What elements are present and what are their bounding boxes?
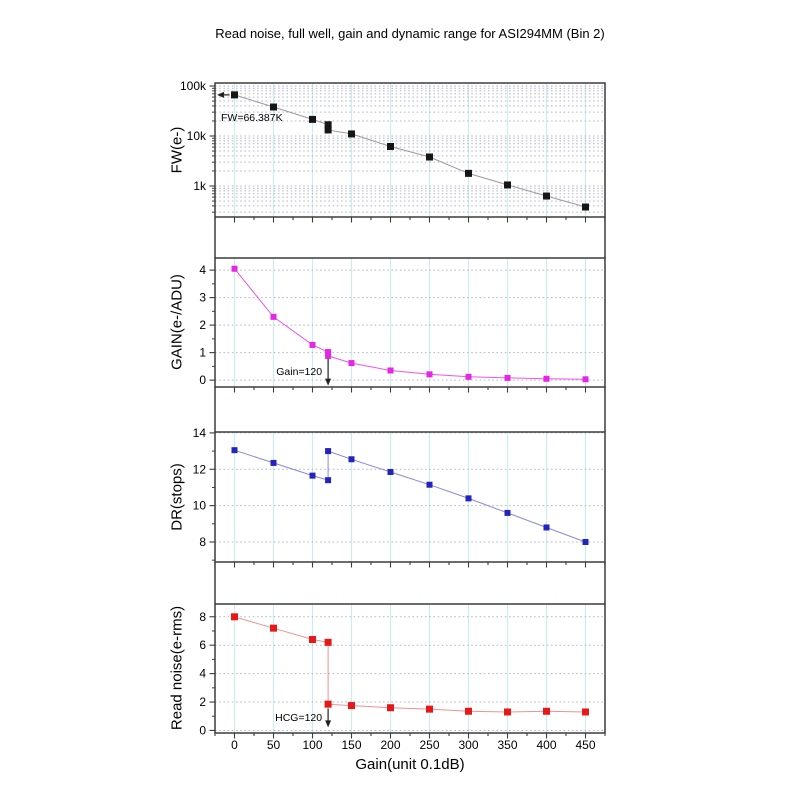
y-tick-label: 2 bbox=[199, 695, 206, 709]
full-well-data-point bbox=[504, 181, 511, 189]
y-tick-label: 1k bbox=[193, 179, 207, 193]
dynamic-range-data-point bbox=[348, 456, 355, 463]
read-noise-data-point bbox=[504, 708, 511, 716]
x-tick-label: 150 bbox=[341, 738, 361, 752]
dynamic-range-data-point bbox=[543, 524, 550, 531]
panel-full-well bbox=[209, 82, 606, 223]
full-well-data-point bbox=[426, 153, 433, 161]
dynamic-range-data-point bbox=[270, 459, 277, 466]
y-tick-label: 12 bbox=[193, 462, 207, 476]
read-noise-series-line bbox=[234, 616, 586, 713]
full-well-data-point bbox=[387, 142, 394, 150]
gain-data-point bbox=[543, 375, 550, 382]
y-tick-label: 0 bbox=[199, 373, 206, 387]
y-tick-label: 0 bbox=[199, 723, 206, 737]
gain-data-point bbox=[309, 341, 316, 348]
gain-data-point bbox=[387, 367, 394, 374]
dynamic-range-data-point bbox=[309, 472, 316, 479]
dr-axis-title: DR(stops) bbox=[168, 463, 186, 531]
read-noise-data-point bbox=[324, 700, 332, 708]
x-tick-label: 200 bbox=[380, 738, 400, 752]
y-tick-label: 4 bbox=[199, 263, 206, 277]
gain-data-point bbox=[231, 265, 238, 272]
x-tick-label: 50 bbox=[267, 738, 281, 752]
gain-data-point bbox=[348, 360, 355, 367]
read-noise-data-point bbox=[465, 707, 472, 715]
y-tick-label: 10 bbox=[193, 499, 207, 513]
annotation-arrowhead bbox=[325, 378, 332, 386]
annotation-text: HCG=120 bbox=[275, 712, 322, 724]
y-tick-label: 100k bbox=[180, 79, 207, 93]
chart-title: Read noise, full well, gain and dynamic … bbox=[215, 26, 605, 41]
y-tick-label: 10k bbox=[187, 129, 207, 143]
full-well-data-point bbox=[309, 115, 316, 123]
dynamic-range-data-point bbox=[231, 447, 238, 454]
read-noise-data-point bbox=[348, 702, 355, 710]
full-well-data-point bbox=[543, 192, 550, 200]
read-noise-data-point bbox=[582, 708, 589, 716]
annotation-arrowhead bbox=[325, 720, 332, 728]
dynamic-range-series-line bbox=[234, 449, 586, 543]
x-axis-title: Gain(unit 0.1dB) bbox=[355, 756, 465, 773]
annotation-arrowhead bbox=[217, 91, 224, 98]
dynamic-range-data-point bbox=[582, 539, 589, 545]
annotation-text: Gain=120 bbox=[276, 366, 322, 378]
dynamic-range-data-point bbox=[465, 495, 472, 502]
x-tick-label: 0 bbox=[231, 738, 238, 752]
gain-data-point bbox=[270, 313, 277, 320]
full-well-data-point bbox=[582, 203, 589, 211]
fw-axis-title: FW(e-) bbox=[168, 126, 186, 174]
x-tick-label: 350 bbox=[497, 738, 517, 752]
panel-gain bbox=[209, 257, 606, 393]
y-tick-label: 4 bbox=[199, 667, 206, 681]
full-well-data-point bbox=[465, 169, 472, 177]
dynamic-range-data-point bbox=[325, 448, 332, 455]
gain-axis-title: GAIN(e-/ADU) bbox=[168, 274, 186, 370]
gain-data-point bbox=[426, 371, 433, 378]
x-tick-label: 400 bbox=[536, 738, 556, 752]
y-tick-label: 2 bbox=[199, 318, 206, 332]
panel-dynamic-range bbox=[209, 431, 606, 568]
annotation-text: FW=66.387K bbox=[221, 112, 283, 124]
read-noise-data-point bbox=[324, 638, 332, 646]
full-well-data-point bbox=[231, 91, 238, 99]
y-tick-label: 8 bbox=[199, 535, 206, 549]
read-noise-data-point bbox=[387, 704, 394, 712]
dynamic-range-data-point bbox=[325, 477, 332, 484]
gain-series-line bbox=[234, 268, 586, 380]
x-tick-label: 300 bbox=[458, 738, 478, 752]
y-tick-label: 3 bbox=[199, 291, 206, 305]
read-noise-data-point bbox=[270, 624, 277, 632]
gain-data-point bbox=[325, 352, 332, 359]
full-well-data-point bbox=[348, 130, 355, 138]
gain-data-point bbox=[465, 373, 472, 380]
read-noise-data-point bbox=[309, 636, 316, 644]
y-tick-label: 8 bbox=[199, 610, 206, 624]
read-noise-data-point bbox=[231, 613, 238, 621]
dynamic-range-data-point bbox=[504, 509, 511, 516]
read-noise-data-point bbox=[543, 707, 550, 715]
dynamic-range-data-point bbox=[387, 469, 394, 475]
x-tick-label: 250 bbox=[419, 738, 439, 752]
gain-data-point bbox=[582, 376, 589, 383]
y-tick-label: 6 bbox=[199, 638, 206, 652]
full-well-data-point bbox=[270, 103, 277, 111]
gain-data-point bbox=[325, 349, 332, 356]
x-tick-label: 450 bbox=[575, 738, 595, 752]
dynamic-range-data-point bbox=[426, 481, 433, 488]
y-tick-label: 14 bbox=[193, 426, 207, 440]
read-noise-axis-title: Read noise(e-rms) bbox=[168, 605, 186, 731]
full-well-data-point bbox=[324, 121, 332, 129]
full-well-series-line bbox=[234, 94, 586, 208]
gain-data-point bbox=[504, 374, 511, 381]
panel-read-noise bbox=[209, 603, 606, 739]
full-well-data-point bbox=[324, 126, 332, 134]
x-tick-label: 100 bbox=[302, 738, 322, 752]
read-noise-data-point bbox=[426, 705, 433, 713]
y-tick-label: 1 bbox=[199, 346, 206, 360]
